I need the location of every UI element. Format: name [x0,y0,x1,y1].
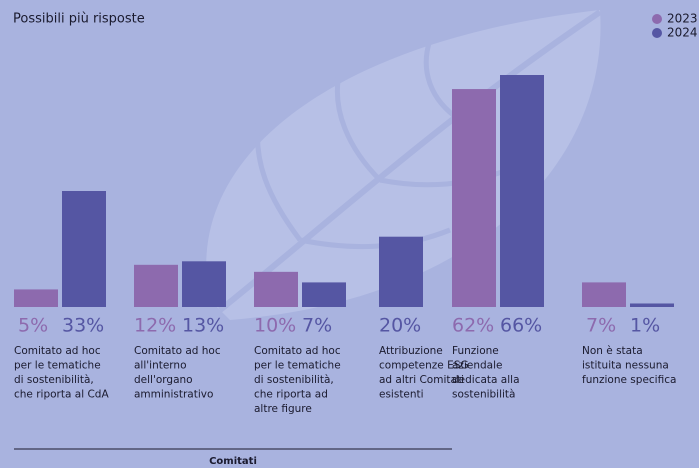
category-label: che riporta al CdA [14,389,109,401]
category-label: per le tematiche [14,360,101,372]
category-label: Comitato ad hoc [254,345,341,357]
bar [582,282,626,307]
legend-label: 2023 [667,12,698,26]
bar [500,75,544,307]
value-label: 5% [18,315,48,337]
category-label: di sostenibilità, [254,374,334,386]
category-label: di sostenibilità, [14,374,94,386]
bar [62,191,106,307]
group-label: Comitati [209,456,257,467]
category-label: competenze ESG [379,360,469,372]
category-label: Non è stata [582,345,643,357]
category-label: altre figure [254,403,312,415]
value-label: 62% [452,315,494,337]
category-label: per le tematiche [254,360,341,372]
category-label: funzione specifica [582,374,676,386]
bar [254,271,298,307]
category-label: Comitato ad hoc [134,345,221,357]
value-label: 7% [302,315,332,337]
bar [134,264,178,307]
category-label: amministrativo [134,389,213,401]
value-label: 66% [500,315,542,337]
value-label: 20% [379,315,421,337]
value-label: 12% [134,315,176,337]
category-label: dell'organo [134,374,193,386]
bar [182,261,226,307]
value-label: 33% [62,315,104,337]
bar [630,303,674,307]
category-label: Comitato ad hoc [14,345,101,357]
legend-label: 2024 [667,26,698,40]
category-label: che riporta ad [254,389,328,401]
value-label: 7% [586,315,616,337]
value-label: 13% [182,315,224,337]
bar [14,289,58,307]
value-label: 10% [254,315,296,337]
legend-swatch [652,28,662,38]
category-label: dedicata alla [452,374,520,386]
category-label: sostenibilità [452,389,515,401]
subtitle: Possibili più risposte [13,12,145,27]
category-label: Funzione [452,345,499,357]
bar [452,89,496,307]
value-label: 1% [630,315,660,337]
category-label: ad altri Comitati [379,374,464,386]
bar [302,282,346,307]
legend-swatch [652,14,662,24]
bar [379,236,423,307]
category-label: all'interno [134,360,187,372]
category-label: istituita nessuna [582,360,669,372]
category-label: Attribuzione [379,345,443,357]
category-label: aziendale [452,360,502,372]
category-label: esistenti [379,389,424,401]
